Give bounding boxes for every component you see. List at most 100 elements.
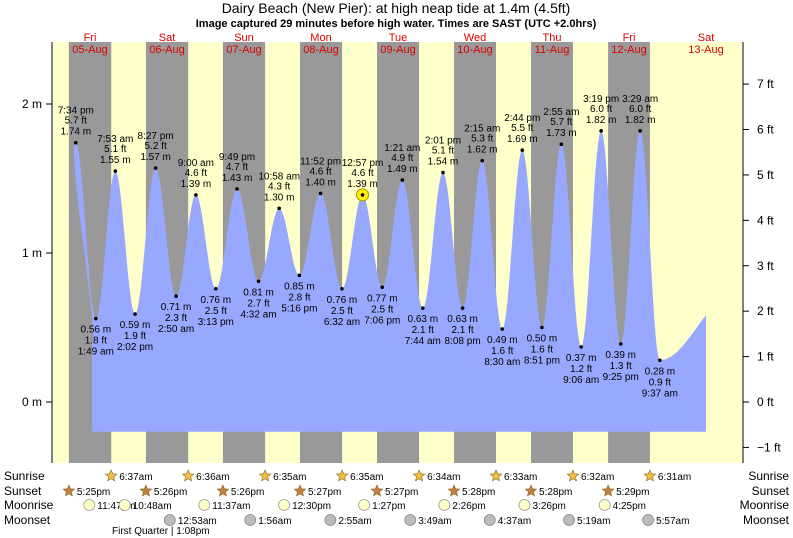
day-name-label: Thu	[543, 32, 562, 44]
high-ft-label: 5.2 ft	[144, 141, 166, 152]
high-m-label: 1.39 m	[347, 179, 378, 190]
sunrise-icon	[643, 469, 657, 482]
low-m-label: 0.37 m	[566, 353, 597, 364]
extreme-point	[297, 273, 302, 278]
high-time-label: 8:27 pm	[138, 131, 174, 142]
extreme-point	[214, 286, 218, 291]
sunrise-time: 6:34am	[427, 472, 460, 483]
row-label-right-moonrise: Moonrise	[740, 498, 790, 512]
day-date-label: 05-Aug	[72, 44, 107, 56]
low-time-label: 7:44 am	[405, 336, 441, 347]
extreme-point	[520, 148, 525, 152]
left-tick-label: 0 m	[22, 395, 42, 409]
low-time-label: 5:16 pm	[281, 303, 317, 314]
high-time-label: 9:49 pm	[219, 152, 255, 163]
extreme-point	[559, 142, 564, 147]
high-time-label: 2:44 pm	[504, 113, 540, 124]
high-m-label: 1.82 m	[625, 115, 656, 126]
high-time-label: 1:21 am	[384, 143, 420, 154]
extreme-point	[658, 358, 662, 363]
high-time-label: 3:19 pm	[583, 94, 619, 105]
moonrise-time: 10:48am	[133, 501, 172, 512]
high-ft-label: 4.6 ft	[309, 166, 331, 177]
sunset-time: 5:28pm	[462, 487, 495, 498]
sunset-time: 5:26pm	[231, 487, 264, 498]
high-ft-label: 4.3 ft	[268, 181, 290, 192]
extreme-point	[579, 345, 583, 349]
low-time-label: 1:49 am	[78, 347, 114, 358]
sunrise-time: 6:32am	[581, 472, 614, 483]
day-date-label: 07-Aug	[226, 44, 261, 56]
low-ft-label: 1.2 ft	[570, 364, 592, 375]
chart-subtitle: Image captured 29 minutes before high wa…	[196, 18, 597, 30]
moonrise-icon	[438, 499, 451, 511]
high-ft-label: 5.7 ft	[65, 116, 87, 127]
tide-extreme-marks: 7:34 pm5.7 ft1.74 m0.56 m1.8 ft1:49 am7:…	[58, 94, 678, 399]
high-ft-label: 5.5 ft	[511, 123, 533, 134]
tide-water-area	[53, 130, 706, 432]
day-date-label: 12-Aug	[611, 44, 646, 56]
right-tick-label: 7 ft	[757, 77, 774, 91]
day-date-label: 09-Aug	[380, 44, 415, 56]
high-ft-label: 6.0 ft	[590, 104, 612, 115]
chart-title: Dairy Beach (New Pier): at high neap tid…	[222, 0, 571, 16]
high-time-label: 9:00 am	[178, 158, 214, 169]
low-m-label: 0.63 m	[447, 314, 478, 325]
low-m-label: 0.85 m	[284, 281, 315, 292]
moonrise-time: 11:47pm	[97, 501, 135, 512]
moonrise-icon	[198, 499, 211, 511]
low-ft-label: 2.5 ft	[371, 304, 393, 315]
sunrise-time: 6:31am	[658, 472, 691, 483]
low-ft-label: 1.3 ft	[610, 361, 632, 372]
high-time-label: 7:34 pm	[58, 106, 94, 117]
high-m-label: 1.55 m	[100, 155, 131, 166]
sunrise-time: 6:35am	[350, 472, 383, 483]
high-time-label: 3:29 am	[622, 94, 658, 105]
day-labels: Fri05-AugSat06-AugSun07-AugMon08-AugTue0…	[72, 32, 723, 56]
high-ft-label: 4.7 ft	[226, 162, 248, 173]
low-m-label: 0.71 m	[161, 302, 192, 313]
extreme-point	[480, 158, 485, 163]
sunset-icon	[139, 484, 153, 497]
low-time-label: 9:06 am	[563, 375, 599, 386]
high-time-label: 7:53 am	[97, 134, 133, 145]
day-date-label: 10-Aug	[457, 44, 492, 56]
sunrise-icon	[566, 469, 580, 482]
high-ft-label: 5.3 ft	[471, 134, 493, 145]
low-time-label: 7:06 pm	[364, 315, 400, 326]
right-tick-label: 4 ft	[757, 213, 774, 227]
row-label-sunrise: Sunrise	[4, 469, 45, 483]
sunset-icon	[62, 484, 76, 497]
sunset-icon	[447, 484, 461, 497]
high-m-label: 1.43 m	[222, 173, 253, 184]
moonrise-icon	[278, 499, 291, 511]
high-ft-label: 5.1 ft	[432, 146, 454, 157]
tide-curve	[53, 130, 706, 432]
sunrise-icon	[489, 469, 503, 482]
sunrise-icon	[104, 469, 118, 482]
low-time-label: 8:30 am	[484, 357, 520, 368]
low-ft-label: 2.1 ft	[451, 325, 473, 336]
moon-phase-label: First Quarter | 1:08pm	[112, 526, 210, 537]
moonset-icon	[483, 514, 496, 526]
sunset-time: 5:25pm	[77, 487, 110, 498]
moonset-icon	[642, 514, 654, 526]
extreme-point	[441, 170, 445, 175]
high-time-label: 2:01 pm	[425, 136, 461, 147]
low-m-label: 0.56 m	[81, 325, 112, 336]
sunset-time: 5:27pm	[385, 487, 418, 498]
low-ft-label: 2.5 ft	[331, 306, 353, 317]
extreme-point	[340, 286, 344, 291]
day-date-label: 13-Aug	[688, 44, 723, 56]
moonrise-icon	[358, 499, 371, 511]
low-ft-label: 1.6 ft	[531, 345, 553, 356]
low-time-label: 2:50 am	[158, 324, 194, 335]
extreme-point	[73, 140, 78, 145]
high-ft-label: 4.6 ft	[185, 168, 207, 179]
low-ft-label: 1.9 ft	[124, 331, 146, 342]
day-date-label: 08-Aug	[303, 44, 338, 56]
sunrise-icon	[181, 469, 195, 482]
right-tick-label: 6 ft	[757, 123, 774, 137]
sunset-time: 5:26pm	[154, 487, 187, 498]
